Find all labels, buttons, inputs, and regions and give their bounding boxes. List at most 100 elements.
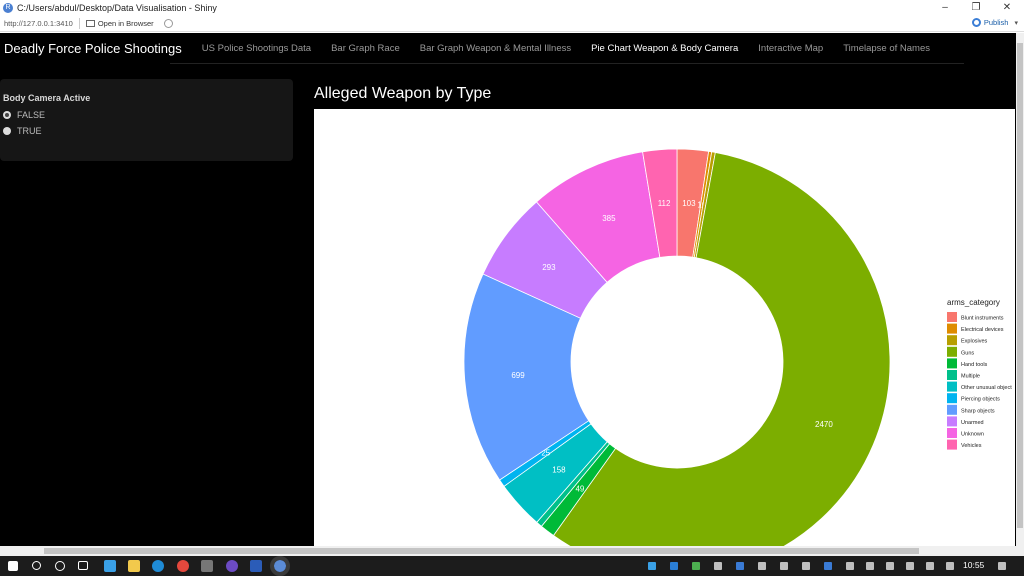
legend-key <box>947 312 957 322</box>
tab-timelapse-of-names[interactable]: Timelapse of Names <box>843 42 930 54</box>
edge-icon[interactable] <box>152 560 164 572</box>
refresh-icon[interactable] <box>163 19 173 28</box>
tab-pie-chart-weapon-body-camera[interactable]: Pie Chart Weapon & Body Camera <box>591 42 739 54</box>
url-text[interactable]: http://127.0.0.1:3410 <box>4 19 73 28</box>
legend-label: Blunt instruments <box>961 316 1004 322</box>
plot-panel: 103 10 2470 49 158 25 699 293 385 112 arms_categor… <box>314 109 1015 546</box>
slice-data-label: 158 <box>552 465 566 474</box>
sidebar-panel: Body Camera Active FALSE TRUE <box>0 79 293 161</box>
legend-label: Piercing objects <box>961 397 1000 403</box>
navbar: Deadly Force Police Shootings US Police … <box>0 33 1016 63</box>
tray-icon[interactable] <box>648 562 656 570</box>
slice-data-label: 103 <box>682 199 696 208</box>
legend-label: Other unusual object <box>961 385 1012 391</box>
legend-label: Multiple <box>961 374 980 380</box>
legend-key <box>947 416 957 427</box>
horizontal-scroll-thumb[interactable] <box>44 548 919 554</box>
vertical-scrollbar[interactable] <box>1016 33 1024 546</box>
legend-key <box>947 358 957 369</box>
legend-key <box>947 428 957 438</box>
radio-true-label: TRUE <box>17 126 42 136</box>
slice-vehicles[interactable] <box>642 148 678 258</box>
app-icon[interactable] <box>201 560 213 572</box>
close-button[interactable]: ✕ <box>1002 2 1012 13</box>
tray-icon[interactable] <box>824 562 832 570</box>
legend-key <box>947 404 957 415</box>
rstudio-taskbar-icon[interactable] <box>270 556 290 576</box>
radio-true[interactable]: TRUE <box>3 126 42 136</box>
radio-false[interactable]: FALSE <box>3 110 45 120</box>
slice-data-label: 2470 <box>815 420 833 429</box>
word-icon[interactable] <box>250 560 262 572</box>
tray-icon[interactable] <box>802 562 810 570</box>
store-icon[interactable] <box>104 560 116 572</box>
task-view-icon[interactable] <box>78 561 88 570</box>
file-explorer-icon[interactable] <box>128 560 140 572</box>
slice-guns[interactable] <box>552 152 891 546</box>
legend-label: Guns <box>961 350 974 356</box>
slice-data-label: 385 <box>602 214 616 223</box>
legend-label: Electrical devices <box>961 327 1004 333</box>
legend-label: Sharp objects <box>961 408 995 414</box>
bluetooth-icon[interactable] <box>736 562 744 570</box>
windows-start-icon[interactable] <box>8 561 18 571</box>
horizontal-scrollbar[interactable] <box>0 546 1024 556</box>
slice-data-label: 293 <box>542 263 556 272</box>
navbar-divider <box>170 63 964 64</box>
legend-label: Vehicles <box>961 443 982 449</box>
radio-false-label: FALSE <box>17 110 46 120</box>
tab-us-police-shootings-data[interactable]: US Police Shootings Data <box>201 42 312 54</box>
search-icon[interactable] <box>32 561 41 570</box>
tab-bar-graph-weapon-mental-illness[interactable]: Bar Graph Weapon & Mental Illness <box>419 42 572 54</box>
volume-icon[interactable] <box>926 562 934 570</box>
tray-icon[interactable] <box>846 562 854 570</box>
notifications-icon[interactable] <box>998 562 1006 570</box>
restore-button[interactable]: ❐ <box>971 2 981 13</box>
minimize-button[interactable]: – <box>942 2 948 13</box>
legend-label: Unarmed <box>961 420 984 426</box>
publish-label: Publish <box>983 18 1009 27</box>
body-camera-label: Body Camera Active <box>3 93 91 103</box>
app-purple-icon[interactable] <box>226 560 238 572</box>
taskbar: 10:55 <box>0 556 1024 576</box>
tray-icon[interactable] <box>692 562 700 570</box>
plot-title: Alleged Weapon by Type <box>314 85 492 102</box>
vertical-scroll-thumb[interactable] <box>1017 43 1023 528</box>
browser-icon <box>85 20 95 27</box>
tray-icon[interactable] <box>780 562 788 570</box>
legend-key <box>947 323 957 334</box>
tab-interactive-map[interactable]: Interactive Map <box>758 42 824 54</box>
slice-data-label: 10 <box>697 200 706 209</box>
window-title: C:/Users/abdul/Desktop/Data Visualisatio… <box>17 3 217 13</box>
legend-key <box>947 370 957 380</box>
legend-label: Hand tools <box>961 362 988 368</box>
tray-icon[interactable] <box>670 562 678 570</box>
address-bar: http://127.0.0.1:3410 Open in Browser Pu… <box>0 16 1024 32</box>
radio-true-button[interactable] <box>3 127 11 135</box>
cortana-icon[interactable] <box>55 561 65 571</box>
open-in-browser-label: Open in Browser <box>97 19 154 28</box>
rstudio-icon: R <box>3 3 13 13</box>
brand-title: Deadly Force Police Shootings <box>4 40 182 56</box>
tray-icon[interactable] <box>866 562 874 570</box>
radio-false-button[interactable] <box>3 111 11 119</box>
chevron-down-icon: ▾ <box>1014 19 1018 27</box>
wifi-icon[interactable] <box>906 562 914 570</box>
publish-button[interactable]: Publish ▾ <box>971 18 1018 27</box>
slice-sharp-objects[interactable] <box>463 273 590 481</box>
title-bar: R C:/Users/abdul/Desktop/Data Visualisat… <box>0 0 1024 16</box>
tab-bar-graph-race[interactable]: Bar Graph Race <box>331 42 400 54</box>
legend-key <box>947 439 957 450</box>
tray-icon[interactable] <box>758 562 766 570</box>
tray-icon[interactable] <box>714 562 722 570</box>
publish-icon <box>971 18 981 27</box>
battery-icon[interactable] <box>886 562 894 570</box>
chrome-icon[interactable] <box>177 560 189 572</box>
taskbar-clock: 10:55 <box>963 560 985 570</box>
open-in-browser-button[interactable]: Open in Browser <box>85 19 154 28</box>
legend-title: arms_category <box>947 298 1000 307</box>
pen-icon[interactable] <box>946 562 954 570</box>
slice-data-label: 699 <box>511 371 525 380</box>
